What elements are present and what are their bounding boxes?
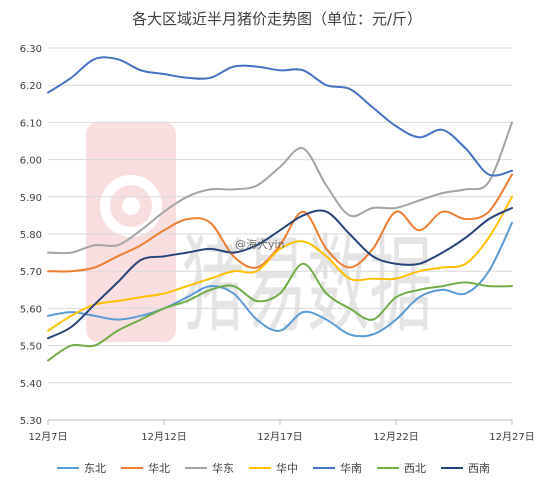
grid [48, 47, 512, 384]
series-line-4 [47, 195, 513, 332]
y-tick-label: 6.00 [20, 156, 42, 167]
y-tick-label: 6.30 [20, 44, 42, 55]
watermark-handle-text: @海大yin [235, 237, 285, 251]
y-tick-label: 6.10 [20, 118, 42, 129]
series-lines [47, 56, 513, 362]
series-line-5 [47, 56, 513, 177]
series-line-1 [47, 221, 513, 338]
y-tick-label: 5.60 [20, 304, 42, 315]
legend-label: 西北 [404, 462, 426, 475]
y-tick-label: 6.20 [20, 81, 42, 92]
y-tick-label: 5.70 [20, 267, 42, 278]
legend-label: 华北 [148, 461, 170, 475]
legend-label: 西南 [468, 462, 490, 475]
watermark: 猪易数据 [86, 122, 432, 347]
watermark-logo-ring [100, 175, 162, 237]
legend: 东北 华北 华东 华中 华南 西北 西南 [57, 461, 490, 475]
series-line-2 [47, 173, 513, 273]
watermark-logo-dot [122, 197, 140, 215]
legend-label: 东北 [84, 462, 106, 475]
x-axis-ticks: 12月7日 12月12日 12月17日 12月22日 12月27日 [28, 420, 535, 443]
x-tick-label: 12月27日 [489, 431, 534, 443]
y-tick-label: 5.50 [20, 342, 42, 353]
y-tick-label: 5.30 [20, 416, 42, 427]
watermark-logo-block [86, 122, 176, 342]
series-line-6 [47, 262, 513, 362]
x-tick-label: 12月22日 [373, 431, 418, 443]
x-tick-label: 12月17日 [257, 431, 302, 443]
series-line-7 [47, 207, 513, 340]
legend-label: 华南 [340, 461, 362, 475]
x-tick-label: 12月12日 [141, 431, 186, 443]
series-line-3 [47, 121, 513, 255]
watermark-handle: @海大yin [235, 237, 285, 251]
y-tick-label: 5.90 [20, 193, 42, 204]
y-tick-label: 5.40 [20, 379, 42, 390]
y-tick-label: 5.80 [20, 230, 42, 241]
legend-label: 华中 [276, 461, 298, 475]
chart-title: 各大区域近半月猪价走势图（单位：元/斤） [132, 10, 422, 28]
x-tick-label: 12月7日 [28, 431, 67, 443]
y-axis-ticks: 5.30 5.40 5.50 5.60 5.70 5.80 5.90 6.00 6.10 6.20… [20, 44, 42, 427]
legend-label: 华东 [212, 461, 234, 475]
